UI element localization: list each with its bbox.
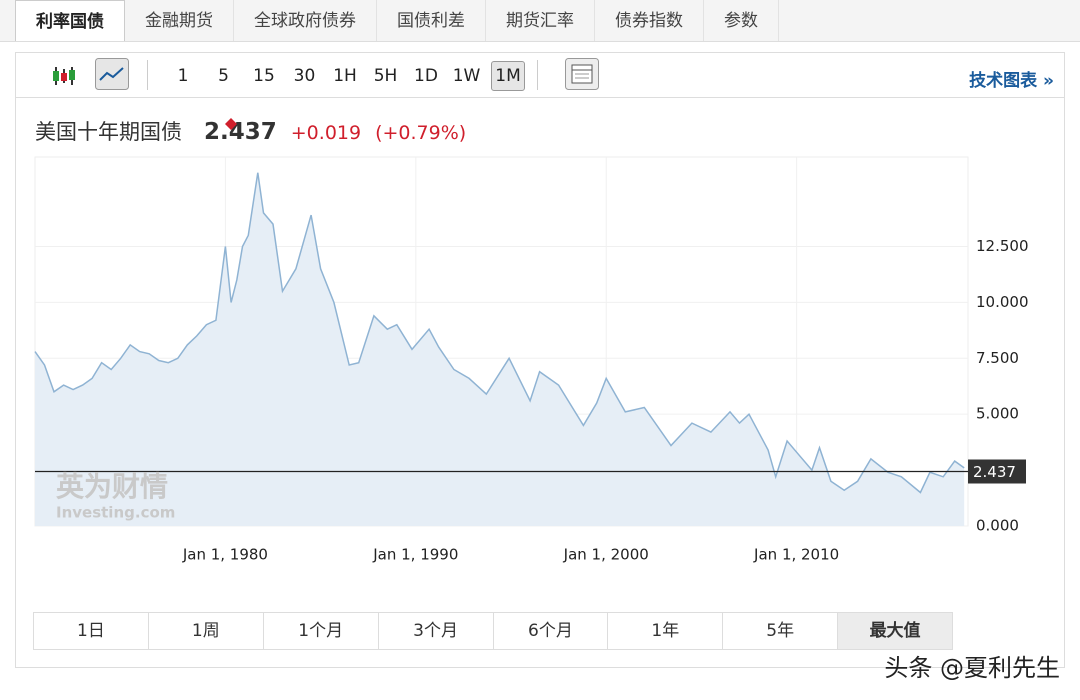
watermark-cn: 英为财情 <box>56 470 168 503</box>
interval-button[interactable]: 1D <box>414 66 438 86</box>
footer-watermark: 头条 @夏利先生 <box>884 654 1060 682</box>
tab-bar: 利率国债 金融期货 全球政府债券 国债利差 期货汇率 债券指数 参数 <box>0 0 1080 42</box>
separator <box>147 60 148 90</box>
range-button[interactable]: 5年 <box>723 613 839 649</box>
interval-button[interactable]: 1W <box>452 66 481 86</box>
x-tick-label: Jan 1, 2000 <box>563 546 649 564</box>
range-button[interactable]: 1年 <box>608 613 724 649</box>
chart: 0.000 5.000 7.500 10.000 12.500 Jan 1, 1980 Ja… <box>34 156 1029 564</box>
watermark-en: Investing.com <box>56 504 175 522</box>
tab[interactable]: 债券指数 <box>595 0 704 41</box>
technical-chart-link[interactable]: 技术图表 » <box>969 71 1054 91</box>
interval-button[interactable]: 1M <box>491 61 525 91</box>
range-button[interactable]: 1周 <box>149 613 264 649</box>
range-button[interactable]: 3个月 <box>379 613 494 649</box>
tab[interactable]: 利率国债 <box>15 0 125 41</box>
range-button[interactable]: 6个月 <box>494 613 609 649</box>
range-button[interactable]: 最大值 <box>838 613 952 649</box>
tab[interactable]: 全球政府债券 <box>234 0 377 41</box>
y-tick-label: 7.500 <box>976 349 1019 367</box>
tab[interactable]: 金融期货 <box>125 0 234 41</box>
y-tick-label: 0.000 <box>976 517 1019 535</box>
quote: 美国十年期国债 2.437 +0.019 (+0.79%) <box>35 116 466 146</box>
toolbar: 1 5 15 30 1H 5H 1D 1W 1M <box>15 52 1065 98</box>
up-marker <box>225 118 237 130</box>
range-button[interactable]: 1个月 <box>264 613 379 649</box>
y-tick-label: 12.500 <box>976 237 1029 255</box>
tab[interactable]: 期货汇率 <box>486 0 595 41</box>
x-tick-label: Jan 1, 1990 <box>372 546 458 564</box>
separator <box>537 60 538 90</box>
last-price-label: 2.437 <box>973 463 1016 481</box>
interval-button[interactable]: 5 <box>218 66 229 86</box>
tab[interactable]: 参数 <box>704 0 779 41</box>
interval-button[interactable]: 30 <box>293 66 316 86</box>
area <box>35 172 965 526</box>
interval-button[interactable]: 15 <box>253 66 275 86</box>
layout-icon[interactable] <box>565 58 599 90</box>
change-pct: (+0.79%) <box>375 122 467 144</box>
range-bar: 1日 1周 1个月 3个月 6个月 1年 5年 最大值 <box>33 612 953 650</box>
instrument-name: 美国十年期国债 <box>35 120 182 144</box>
interval-button[interactable]: 5H <box>373 66 398 86</box>
y-tick-label: 5.000 <box>976 405 1019 423</box>
x-tick-label: Jan 1, 2010 <box>753 546 839 564</box>
x-tick-label: Jan 1, 1980 <box>182 546 268 564</box>
line-icon[interactable] <box>95 58 129 90</box>
change: +0.019 <box>290 122 362 144</box>
range-button[interactable]: 1日 <box>34 613 149 649</box>
interval-button[interactable]: 1 <box>177 66 189 86</box>
price: 2.437 <box>204 119 277 145</box>
interval-button[interactable]: 1H <box>333 66 357 86</box>
candlestick-icon[interactable] <box>51 64 77 88</box>
tab[interactable]: 国债利差 <box>377 0 486 41</box>
last-price-box <box>968 459 1026 484</box>
line <box>34 172 965 494</box>
y-tick-label: 10.000 <box>976 293 1029 311</box>
panel <box>15 52 1065 668</box>
